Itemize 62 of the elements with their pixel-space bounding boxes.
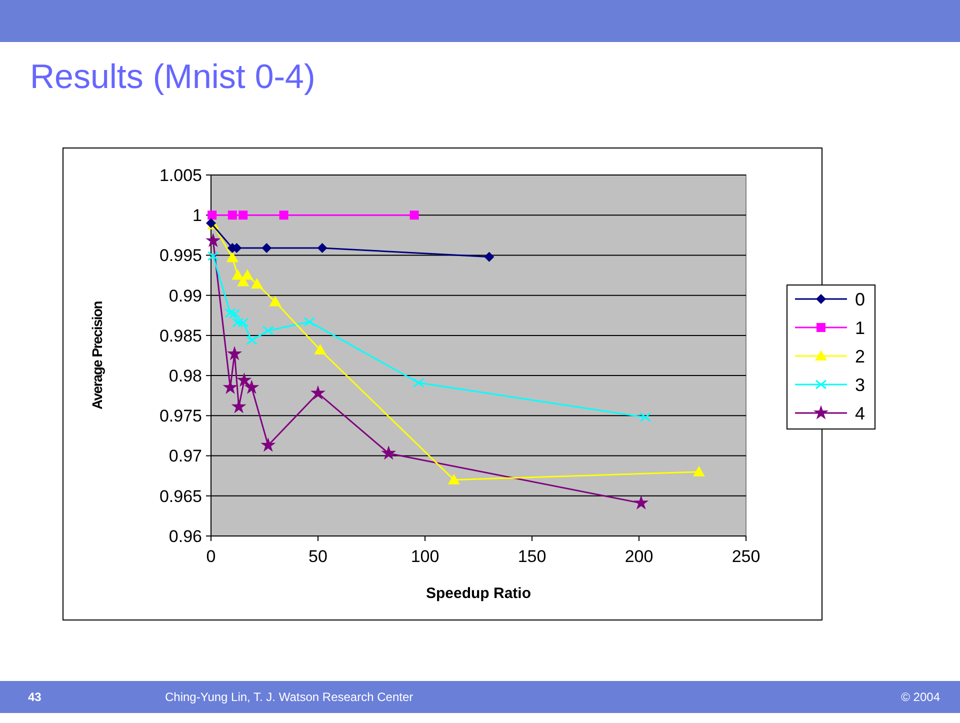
- point: [262, 326, 274, 336]
- point: [228, 210, 237, 220]
- point: [448, 474, 460, 484]
- y-tick-label: 0.97: [168, 446, 202, 466]
- point: [231, 398, 246, 414]
- point: [310, 385, 326, 400]
- point: [262, 243, 272, 253]
- point: [236, 372, 252, 387]
- point: [226, 252, 238, 262]
- y-tick-label: 0.985: [159, 326, 202, 346]
- point: [237, 318, 249, 328]
- point: [224, 308, 236, 318]
- legend-label: 2: [855, 346, 866, 366]
- point: [246, 336, 258, 346]
- x-tick-label: 150: [518, 547, 546, 566]
- point: [228, 309, 240, 319]
- point: [412, 378, 424, 388]
- point: [692, 466, 705, 476]
- point: [206, 218, 216, 228]
- legend-label: 0: [855, 289, 866, 310]
- y-tick-label: 0.975: [159, 406, 202, 426]
- legend-label: 1: [855, 318, 866, 338]
- point: [222, 380, 238, 394]
- point: [317, 243, 328, 253]
- point: [260, 437, 276, 452]
- text: Ching-Yung Lin, T. J. Watson Research Center: [165, 690, 414, 704]
- x-tick-label: 100: [410, 547, 440, 566]
- point: [244, 380, 260, 394]
- y-tick-label: 1.005: [159, 166, 202, 185]
- point: [484, 252, 494, 262]
- x-tick-label: 250: [732, 547, 760, 566]
- x-tick-label: 200: [624, 547, 654, 566]
- point: [251, 278, 264, 289]
- y-tick-label: 0.96: [168, 526, 202, 546]
- point: [269, 296, 282, 306]
- point: [232, 318, 244, 328]
- y-axis-title: Average Precision: [89, 301, 105, 410]
- y-tick-label: 0.995: [159, 246, 202, 266]
- point: [238, 210, 248, 220]
- legend-label: 3: [855, 374, 866, 395]
- point: [206, 232, 221, 248]
- chart-title: Results (Mnist 0-4): [30, 58, 316, 96]
- point: [381, 445, 396, 460]
- point: [279, 210, 288, 220]
- point: [410, 210, 419, 220]
- point: [634, 495, 649, 510]
- y-tick-label: 0.965: [159, 486, 202, 506]
- point: [232, 269, 244, 280]
- point: [314, 344, 326, 354]
- y-tick-label: 0.99: [168, 286, 202, 306]
- point: [227, 346, 242, 360]
- point: [640, 412, 652, 422]
- legend-label: 4: [855, 403, 866, 424]
- x-axis-title: Speedup Ratio: [426, 585, 532, 602]
- y-tick-label: 1: [192, 206, 202, 226]
- point: [207, 251, 219, 261]
- point: [304, 317, 316, 327]
- y-tick-label: 0.98: [168, 366, 202, 386]
- x-tick-label: 0: [206, 547, 216, 566]
- text: 43: [28, 690, 42, 704]
- text: © 2004: [901, 690, 940, 704]
- x-tick-label: 50: [308, 547, 328, 566]
